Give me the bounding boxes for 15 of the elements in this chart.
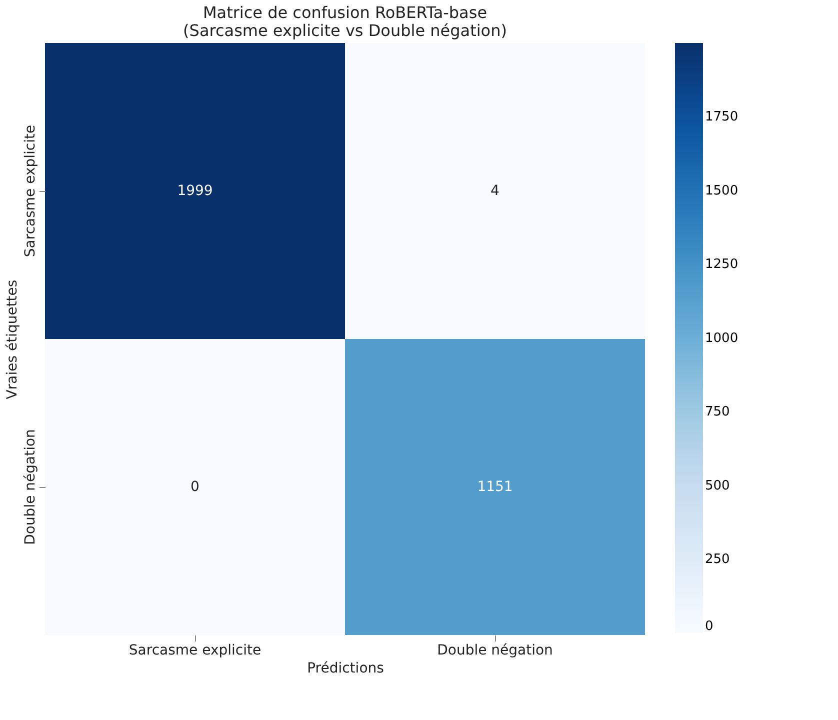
data-label: 1151 bbox=[477, 479, 513, 495]
color-bar-label: 0 bbox=[705, 619, 714, 634]
data-label: 1999 bbox=[177, 183, 213, 199]
x-axis-title: Prédictions bbox=[307, 660, 384, 676]
y-axis-title: Vraies étiquettes bbox=[4, 280, 20, 400]
color-bar-label: 1250 bbox=[705, 257, 738, 272]
color-bar-label: 750 bbox=[705, 404, 730, 420]
color-bar-label: 1500 bbox=[705, 183, 738, 198]
data-label: 4 bbox=[490, 183, 500, 199]
color-bar-label: 1750 bbox=[705, 109, 738, 124]
color-bar-label: 250 bbox=[705, 552, 730, 568]
color-bar-label: 500 bbox=[705, 478, 730, 494]
data-label: 0 bbox=[190, 479, 200, 495]
chart-title: Matrice de confusion RoBERTa-base (Sarcasme explicite vs Double négation) bbox=[183, 3, 507, 40]
color-bar-label: 1000 bbox=[705, 330, 738, 346]
